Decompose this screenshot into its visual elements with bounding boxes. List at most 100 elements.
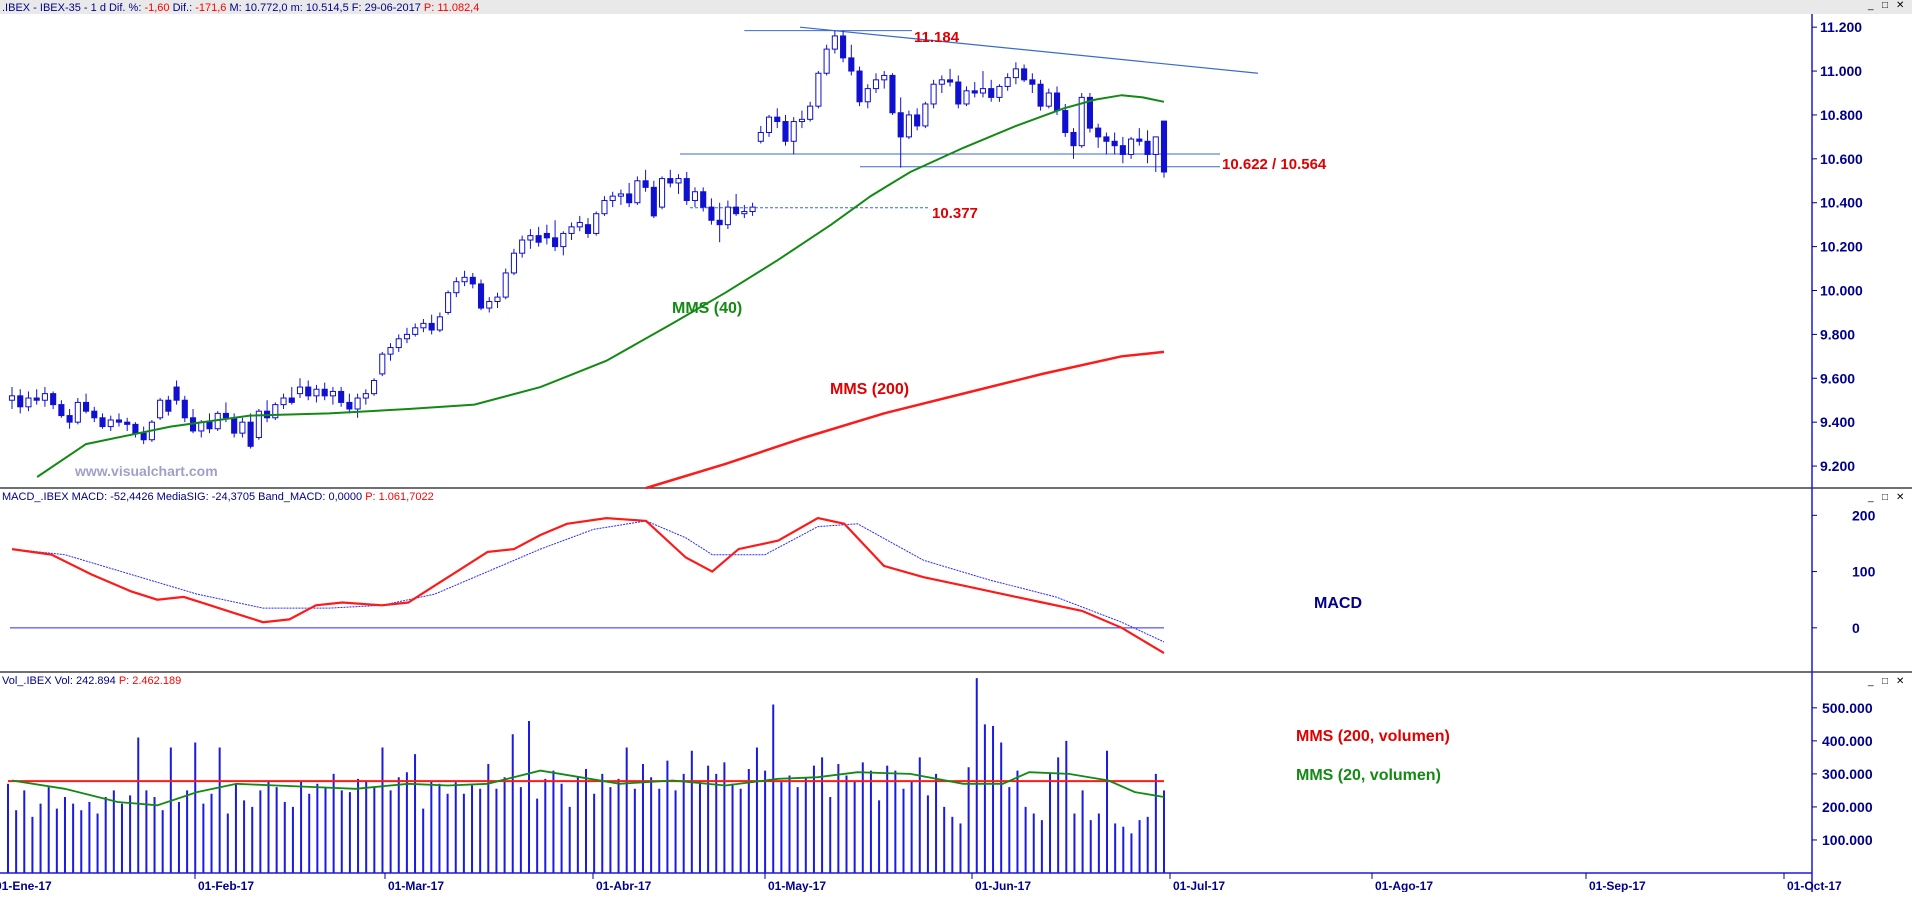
price-y-tick-label: 10.800 (1820, 107, 1863, 123)
candle (50, 393, 57, 406)
window-button[interactable]: □ (1882, 0, 1888, 11)
candle (33, 397, 40, 401)
candle (872, 79, 880, 90)
candle (338, 390, 345, 403)
ma200-line (645, 350, 1165, 490)
candle (66, 415, 73, 423)
candle (1111, 140, 1118, 147)
annotation-gap: 10.377 (932, 205, 978, 222)
price-y-tick-label: 9.600 (1820, 370, 1855, 386)
candle (247, 421, 254, 447)
candle (881, 74, 888, 81)
candle (74, 401, 81, 423)
volume-window-controls: _ □ ✕ (1867, 676, 1904, 687)
candle (296, 386, 304, 395)
candle (1045, 92, 1052, 107)
price-y-tick-label: 9.800 (1820, 326, 1855, 342)
candle (757, 132, 764, 142)
volume-y-tick-label: 500.000 (1822, 700, 1873, 716)
window-button[interactable]: ✕ (1896, 492, 1904, 503)
candle (428, 322, 435, 331)
candle (634, 180, 641, 204)
candle (379, 353, 386, 375)
candle (922, 103, 929, 127)
candle (593, 213, 600, 234)
candle (626, 193, 633, 204)
candle (1103, 136, 1110, 142)
candle (971, 90, 978, 94)
window-button[interactable]: □ (1882, 492, 1888, 503)
candle (798, 118, 805, 123)
header-segment: Vol_.IBEX Vol: 242.894 (2, 675, 119, 687)
candle (576, 221, 583, 228)
candle (1037, 83, 1044, 107)
x-tick-label: 01-Ene-17 (0, 879, 52, 892)
candle (815, 72, 822, 107)
candle (905, 114, 912, 138)
candle (313, 388, 320, 397)
price-y-tick-label: 11.200 (1820, 19, 1862, 35)
window-button[interactable]: _ (1867, 676, 1874, 687)
candle (1144, 140, 1151, 155)
candle (280, 397, 287, 406)
candle (255, 410, 262, 439)
price-y-tick-label: 9.200 (1820, 458, 1855, 474)
window-button[interactable]: ✕ (1896, 0, 1904, 11)
candle (132, 423, 139, 434)
watermark: www.visualchart.com (74, 463, 218, 479)
candle (305, 386, 312, 397)
candle (403, 333, 411, 340)
candle (609, 195, 616, 202)
candle (848, 57, 855, 72)
candle (790, 121, 797, 142)
candle (502, 272, 509, 298)
candle (1062, 110, 1069, 134)
candle (519, 239, 526, 254)
header-segment: -171,6 (195, 2, 226, 14)
candle (354, 397, 361, 410)
candle (362, 393, 369, 399)
price-y-tick-label: 11.000 (1820, 63, 1862, 79)
candle (675, 178, 682, 184)
candle (831, 35, 838, 50)
candle (996, 85, 1003, 98)
candle (346, 401, 353, 410)
candle (897, 112, 904, 138)
window-button[interactable]: ✕ (1896, 676, 1904, 687)
candle (1128, 138, 1135, 155)
candle (864, 88, 871, 103)
candle (1053, 92, 1061, 112)
candle (1078, 96, 1085, 147)
candle (691, 191, 699, 202)
candle (856, 70, 863, 103)
x-tick-label: 01-Ago-17 (1375, 879, 1433, 892)
candle (453, 281, 460, 294)
candle (601, 200, 608, 215)
candle (947, 79, 954, 83)
candle (552, 237, 559, 248)
volume-ma20-line (11, 769, 1165, 807)
candle (329, 390, 336, 397)
candle (1012, 68, 1019, 79)
candle (782, 121, 789, 142)
resistance-trendline (799, 26, 1259, 74)
candle (124, 421, 131, 425)
candle (181, 399, 188, 419)
candle (107, 419, 114, 428)
candle (115, 419, 123, 423)
candle (527, 235, 534, 241)
candle (642, 180, 649, 188)
candle (914, 114, 921, 127)
candle (41, 393, 48, 401)
window-button[interactable]: _ (1867, 492, 1874, 503)
candle (840, 35, 847, 59)
price-y-tick-label: 10.000 (1820, 283, 1863, 299)
candle (206, 421, 213, 430)
candle (420, 322, 427, 329)
window-button[interactable]: □ (1882, 676, 1888, 687)
volume-y-tick-label: 200.000 (1822, 799, 1873, 815)
price-header-bar (0, 0, 1912, 14)
candle (659, 178, 666, 208)
window-button[interactable]: _ (1867, 0, 1874, 11)
